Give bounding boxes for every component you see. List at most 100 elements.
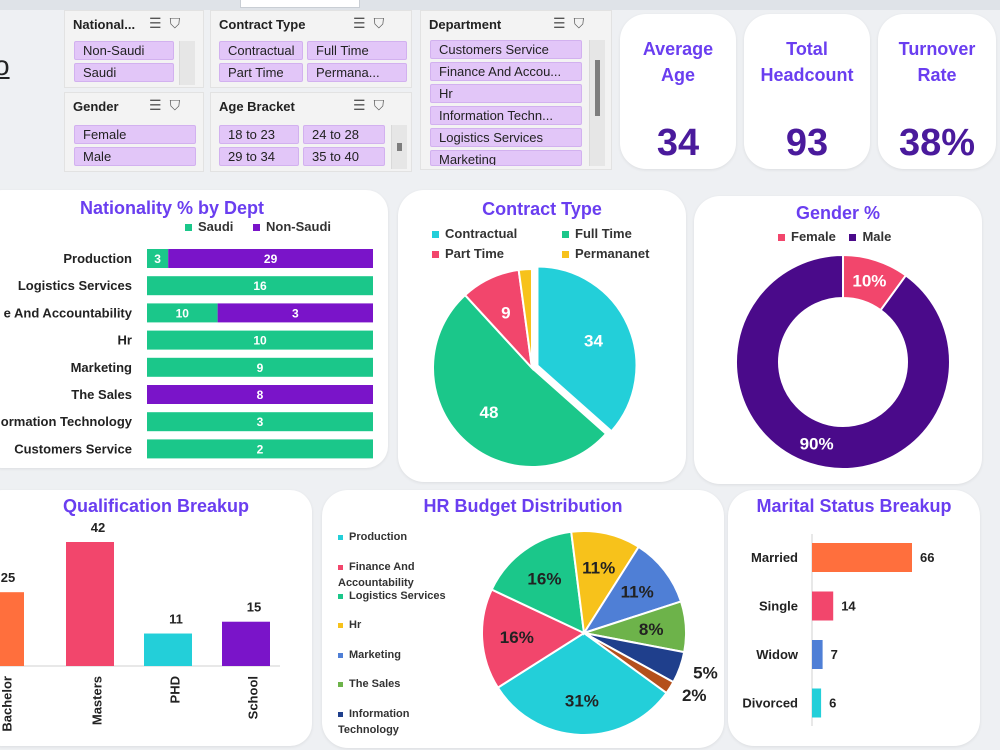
bar-saudi — [147, 330, 373, 350]
clear-filter-icon[interactable]: ⛉ — [373, 15, 385, 31]
slicer-item-non-saudi[interactable]: Non-Saudi — [74, 41, 174, 60]
age-scrollbar[interactable] — [391, 125, 407, 169]
slicer-item-male[interactable]: Male — [74, 147, 196, 166]
clear-filter-icon[interactable]: ⛉ — [373, 97, 385, 113]
legend-item: Logistics Services — [338, 589, 446, 603]
slicer-item-saudi[interactable]: Saudi — [74, 63, 174, 82]
bar-non-saudi — [147, 385, 373, 404]
chart-title: Qualification Breakup — [62, 496, 250, 516]
category-label: Marketing — [71, 360, 132, 375]
gender-donut-chart: 10% 90% — [735, 253, 951, 470]
marital-bar-chart: Married 66 Single 14 Widow 7 Divorced 6 — [742, 534, 934, 726]
category-label: The Sales — [71, 387, 132, 402]
gender-card: Gender % Female Male 10% 90% — [694, 196, 982, 484]
slicer-item-information-technology[interactable]: Information Techn... — [430, 106, 582, 125]
bar-non-saudi — [217, 303, 373, 323]
logo-fragment: o — [0, 50, 10, 81]
data-label: 10% — [852, 272, 886, 291]
department-scrollbar[interactable] — [589, 40, 605, 166]
marital-bar — [812, 640, 823, 669]
contract-type-slicer: Contract Type ☰ ⛉ Contractual Full Time P… — [210, 10, 412, 88]
slicer-item-marketing[interactable]: Marketing — [430, 150, 582, 166]
kpi-card-turnover-rate: Turnover Rate 38% — [878, 14, 996, 169]
slicer-item-customers-service[interactable]: Customers Service — [430, 40, 582, 59]
category-label: Divorced — [742, 696, 798, 711]
data-label: 11% — [582, 558, 615, 577]
category-label: Logistics Services — [18, 278, 132, 293]
department-slicer-title: Department — [429, 17, 502, 32]
chart-title: Nationality % by Dept — [79, 198, 265, 218]
data-label: 42 — [91, 520, 105, 535]
legend-item: Production — [338, 530, 407, 544]
chart-legend: Female Male — [778, 229, 891, 244]
data-label: 9 — [257, 361, 264, 375]
marital-bar — [812, 688, 822, 718]
nationality-scrollbar[interactable] — [179, 41, 195, 85]
pie-slice — [570, 530, 641, 636]
pie-slice — [496, 631, 668, 736]
legend-label: Production — [349, 531, 408, 543]
data-label: 48 — [480, 403, 499, 422]
data-label: 16 — [253, 279, 267, 293]
multi-select-icon[interactable]: ☰ — [149, 97, 162, 113]
department-slicer: Department ☰ ⛉ Customers Service Finance … — [420, 10, 612, 170]
data-label: 29 — [264, 252, 278, 266]
contract-pie-chart: 34 48 9 — [431, 265, 638, 468]
clear-filter-icon[interactable]: ⛉ — [169, 15, 181, 31]
slicer-item-35-40[interactable]: 35 to 40 — [303, 147, 385, 166]
slicer-item-18-23[interactable]: 18 to 23 — [219, 125, 299, 144]
category-label: Hr — [118, 333, 132, 348]
category-label: Customers Service — [14, 441, 132, 456]
data-label: 7 — [831, 647, 838, 662]
marital-bar — [812, 591, 834, 621]
contract-slicer-title: Contract Type — [219, 17, 306, 32]
slicer-item-29-34[interactable]: 29 to 34 — [219, 147, 299, 166]
clear-filter-icon[interactable]: ⛉ — [573, 15, 585, 31]
category-label: Married — [751, 550, 798, 565]
legend-item: Contractual — [432, 226, 517, 241]
qualification-bar — [222, 621, 270, 666]
clear-filter-icon[interactable]: ⛉ — [169, 97, 181, 113]
bar-saudi — [147, 303, 218, 323]
legend-item: Finance And Accountability — [338, 559, 448, 591]
pie-slice — [431, 293, 608, 468]
legend-label: Marketing — [349, 649, 401, 661]
kpi-value-average-age: 34 — [656, 122, 700, 164]
legend-label: Information Technology — [338, 708, 410, 736]
data-label: 5% — [693, 663, 718, 682]
slicer-item-logistics[interactable]: Logistics Services — [430, 128, 582, 147]
multi-select-icon[interactable]: ☰ — [553, 15, 566, 31]
hr-budget-pie-chart: 31% 16% 16% 11% 11% 8% 5% 2% — [481, 530, 718, 736]
pie-slice — [536, 265, 638, 433]
legend-item: Marketing — [338, 648, 401, 662]
data-label: 11% — [621, 583, 654, 602]
data-label: 8% — [639, 620, 664, 639]
nationality-by-dept-card: Nationality % by Dept Saudi Non-Saudi Pr… — [0, 190, 388, 468]
multi-select-icon[interactable]: ☰ — [353, 97, 366, 113]
data-label: 9 — [501, 303, 510, 322]
legend-item: Hr — [338, 618, 361, 632]
legend-label: Contractual — [445, 226, 518, 241]
slicer-item-full-time[interactable]: Full Time — [307, 41, 407, 60]
slicer-item-part-time[interactable]: Part Time — [219, 63, 303, 82]
category-label: School — [245, 676, 260, 719]
gender-slicer-title: Gender — [73, 99, 119, 114]
legend-swatch — [253, 224, 261, 232]
legend-label: Saudi — [198, 219, 234, 234]
pie-slice — [581, 545, 683, 635]
slicer-item-contractual[interactable]: Contractual — [219, 41, 303, 60]
slicer-item-24-28[interactable]: 24 to 28 — [303, 125, 385, 144]
multi-select-icon[interactable]: ☰ — [353, 15, 366, 31]
category-label: Single — [759, 599, 798, 614]
sheet-tab[interactable] — [240, 0, 360, 8]
slicer-item-female[interactable]: Female — [74, 125, 196, 144]
kpi-label: Age — [660, 65, 695, 85]
multi-select-icon[interactable]: ☰ — [149, 15, 162, 31]
kpi-card-total-headcount: Total Headcount 93 — [744, 14, 870, 169]
slicer-item-hr[interactable]: Hr — [430, 84, 582, 103]
chart-title: Contract Type — [482, 199, 602, 219]
slicer-item-finance[interactable]: Finance And Accou... — [430, 62, 582, 81]
slicer-item-permanent[interactable]: Permana... — [307, 63, 407, 82]
qualification-card: Qualification Breakup 25 Bachelor 42 Master… — [0, 490, 312, 746]
nationality-slicer-title: National... — [73, 17, 136, 32]
